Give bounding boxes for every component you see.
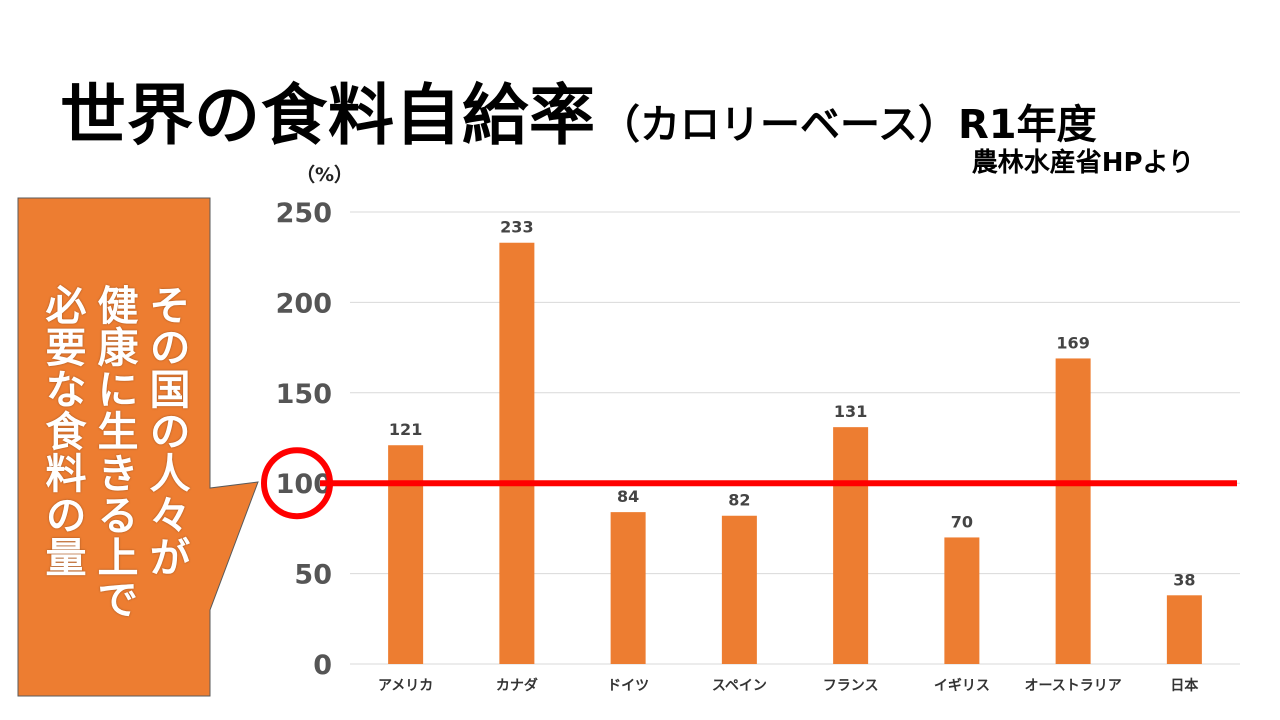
y-tick-label: 200	[276, 288, 332, 319]
callout-line-1: その国の人々が	[142, 284, 190, 578]
callout-line-3: 必要な食料の量	[38, 284, 86, 578]
data-label: 233	[500, 218, 533, 237]
y-tick-label: 250	[276, 198, 332, 229]
chart-title: 世界の食料自給率 （カロリーベース）R1年度	[60, 62, 1097, 158]
callout-shape	[17, 197, 259, 697]
callout-text: その国の人々が 健康に生きる上で 必要な食料の量	[18, 200, 210, 696]
bar	[388, 445, 424, 664]
y-tick-label: 150	[276, 379, 332, 410]
y-tick-label: 50	[294, 560, 332, 591]
data-label: 131	[834, 402, 867, 421]
category-label: 日本	[1170, 677, 1199, 694]
title-main: 世界の食料自給率	[60, 77, 596, 154]
bar	[499, 242, 535, 664]
category-label: スペイン	[712, 678, 767, 694]
bar	[1055, 358, 1091, 664]
reference-highlight-circle	[261, 447, 333, 520]
category-label: イギリス	[934, 677, 990, 694]
data-label: 84	[617, 487, 639, 506]
data-label: 38	[1173, 570, 1195, 589]
y-axis-unit: （%）	[296, 164, 354, 186]
bar	[1166, 595, 1202, 664]
data-label: 82	[728, 491, 750, 510]
category-label: ドイツ	[607, 678, 649, 694]
bar	[944, 537, 980, 664]
data-label: 70	[951, 512, 973, 531]
bar	[721, 515, 757, 664]
category-label: カナダ	[496, 677, 538, 694]
bar	[610, 512, 646, 664]
category-label: アメリカ	[378, 678, 433, 694]
title-sub: （カロリーベース）R1年度	[600, 102, 1097, 148]
category-label: オーストラリア	[1024, 678, 1121, 694]
data-label: 169	[1056, 333, 1089, 352]
data-label: 121	[389, 420, 422, 439]
callout-line-2: 健康に生きる上で	[90, 284, 138, 620]
bar	[833, 427, 869, 664]
source-note: 農林水産省HPより	[971, 148, 1194, 178]
category-label: フランス	[823, 678, 879, 694]
y-tick-label: 0	[313, 650, 332, 681]
